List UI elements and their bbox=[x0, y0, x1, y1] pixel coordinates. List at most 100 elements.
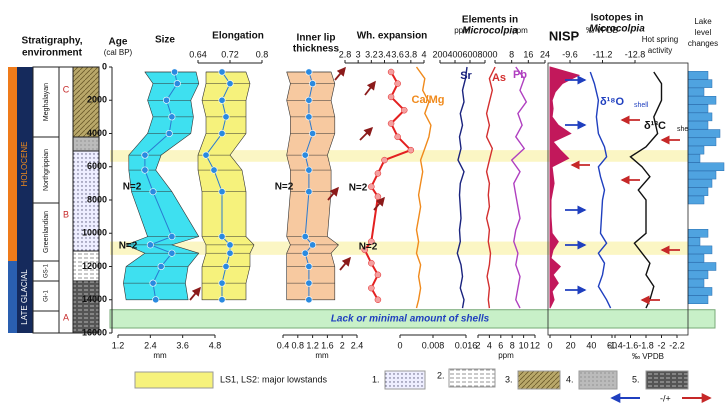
unit-label: A bbox=[63, 312, 69, 322]
x-tick-label: -12.8 bbox=[625, 49, 646, 59]
series-dot bbox=[394, 80, 401, 87]
x-tick-label: 200 bbox=[432, 49, 447, 59]
unit-column bbox=[58, 66, 74, 334]
mean-dot bbox=[146, 241, 154, 249]
mean-dot bbox=[149, 279, 157, 287]
lithology bbox=[72, 136, 100, 152]
sample-note: N=2 bbox=[275, 182, 294, 193]
x-tick-label: -2.2 bbox=[669, 340, 685, 350]
series-dot bbox=[368, 238, 375, 245]
series-dot bbox=[387, 120, 395, 127]
legend-label: 1. bbox=[372, 374, 380, 384]
mean-dot bbox=[305, 113, 313, 121]
series-line bbox=[629, 71, 663, 309]
axis-unit: mm bbox=[315, 351, 329, 360]
mean-dot bbox=[157, 262, 165, 270]
panel-title: Size bbox=[155, 35, 175, 46]
stage-label: Greenlandian bbox=[43, 211, 50, 253]
lake-level-bar bbox=[687, 145, 705, 155]
panel-title: Microcolpia bbox=[462, 26, 518, 37]
mean-dot bbox=[168, 249, 176, 257]
mean-dot bbox=[165, 130, 173, 138]
series-label-sub: shell bbox=[634, 102, 649, 109]
lake-level-bar bbox=[687, 270, 709, 280]
panel-title: activity bbox=[648, 46, 672, 55]
panel-title: Lake bbox=[694, 17, 712, 26]
lake-level-bar bbox=[687, 137, 717, 147]
x-tick-label: 0.008 bbox=[422, 340, 445, 350]
age-tick-label: 6000 bbox=[87, 161, 107, 171]
panel-title: Isotopes in bbox=[591, 13, 644, 24]
x-tick-label: 6 bbox=[498, 340, 503, 350]
axis-unit: ppm bbox=[498, 351, 514, 360]
x-tick-label: 8 bbox=[510, 340, 515, 350]
x-tick-label: -1.6 bbox=[623, 340, 639, 350]
mean-dot bbox=[309, 241, 317, 249]
panel-title: level bbox=[695, 28, 712, 37]
sample-note: N=2 bbox=[123, 182, 142, 193]
series-line bbox=[589, 71, 612, 309]
legend-swatch bbox=[578, 370, 618, 390]
series-dot bbox=[368, 259, 375, 267]
lake-level-bar bbox=[687, 112, 713, 122]
mean-dot bbox=[218, 233, 226, 241]
x-tick-label: 0.8 bbox=[256, 49, 269, 59]
epoch-label: HOLOCENE bbox=[20, 142, 29, 187]
legend-label: 3. bbox=[505, 374, 513, 384]
lake-level-bar bbox=[687, 278, 705, 288]
panel-title: changes bbox=[688, 39, 718, 48]
age-tick-label: 4000 bbox=[87, 128, 107, 138]
axis-unit: ppm bbox=[512, 26, 528, 35]
mean-dot bbox=[305, 96, 313, 104]
panel-title: Microcolpia bbox=[589, 24, 645, 35]
series-dot bbox=[368, 183, 375, 190]
series-line bbox=[510, 66, 528, 309]
unit-label: C bbox=[63, 84, 70, 94]
legend-swatch bbox=[645, 370, 689, 390]
x-tick-label: 4 bbox=[421, 49, 426, 59]
panel-frame bbox=[547, 62, 689, 336]
age-tick-label: 12000 bbox=[82, 261, 107, 271]
x-tick-label: 20 bbox=[566, 340, 576, 350]
mean-dot bbox=[218, 188, 226, 196]
lake-level-bar bbox=[687, 262, 717, 271]
axis-unit: ‰ VPDB bbox=[586, 26, 618, 35]
series-label-sub: shell bbox=[677, 126, 692, 133]
lake-level-bar bbox=[687, 162, 725, 171]
series-dot bbox=[394, 133, 401, 141]
lake-level-bar bbox=[687, 170, 717, 180]
panel-title: Hot spring bbox=[642, 35, 678, 44]
x-tick-label: 3.4 bbox=[378, 49, 391, 59]
lake-level-bar bbox=[687, 287, 713, 296]
x-tick-label: 2.4 bbox=[144, 340, 157, 350]
sample-note: N=2 bbox=[349, 183, 368, 194]
x-tick-label: 1.6 bbox=[321, 340, 334, 350]
stage-label: Meghalayan bbox=[43, 83, 50, 121]
lowstand-band bbox=[110, 241, 690, 255]
x-tick-label: 3.2 bbox=[365, 49, 378, 59]
x-tick-label: 10 bbox=[519, 340, 529, 350]
stage-label: GS-1 bbox=[44, 263, 50, 278]
x-tick-label: 800 bbox=[477, 49, 492, 59]
lake-level-bar bbox=[687, 245, 713, 255]
mean-dot bbox=[149, 188, 157, 196]
mean-dot bbox=[301, 151, 309, 159]
x-tick-label: -11.2 bbox=[593, 49, 613, 59]
series-line bbox=[456, 66, 468, 309]
stage-column bbox=[32, 66, 60, 334]
panel-title: thickness bbox=[293, 44, 340, 55]
series-label: As bbox=[492, 72, 506, 84]
mean-dot bbox=[168, 233, 176, 241]
epoch-label: LATE GLACIAL bbox=[20, 269, 29, 325]
series-dot bbox=[368, 284, 375, 292]
legend-label: -/+ bbox=[660, 393, 671, 403]
legend-label: LS1, LS2: major lowstands bbox=[220, 374, 328, 384]
x-tick-label: 24 bbox=[540, 49, 550, 59]
x-tick-label: 0.016 bbox=[455, 340, 478, 350]
series-dot bbox=[401, 106, 408, 114]
x-tick-label: 12 bbox=[530, 340, 540, 350]
x-tick-label: -1.8 bbox=[638, 340, 654, 350]
series-dot bbox=[374, 271, 382, 279]
x-tick-label: 1.2 bbox=[306, 340, 319, 350]
